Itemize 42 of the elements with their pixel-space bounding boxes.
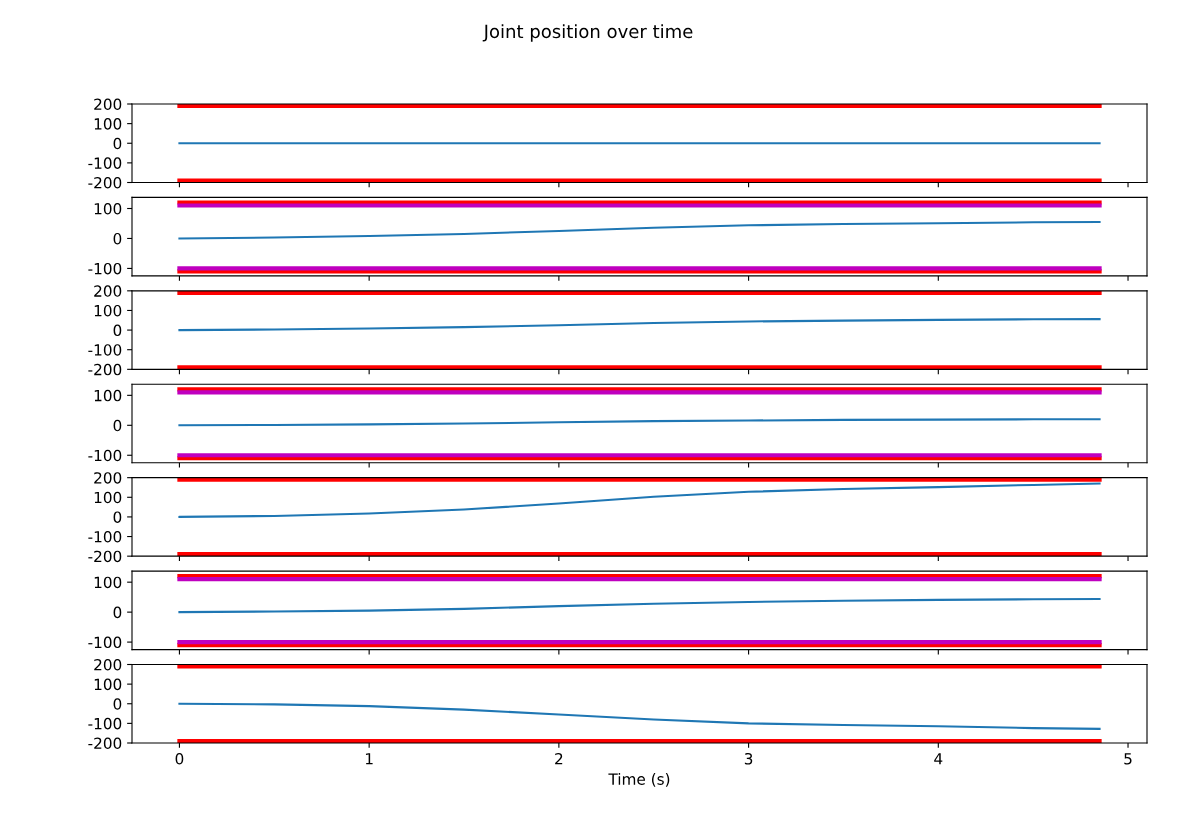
y-tick-label: 200 — [94, 285, 122, 297]
y-tick-label: 100 — [94, 389, 122, 402]
y-tick-label: 100 — [94, 491, 122, 504]
line-series — [178, 220, 1101, 240]
x-axis-title: Time (s) — [608, 773, 670, 787]
x-tick-label: 2 — [555, 752, 563, 765]
y-tick-label: 100 — [94, 304, 122, 317]
y-tick-label: 200 — [94, 98, 122, 111]
y-tick-label: -100 — [88, 262, 122, 275]
y-tick-label: -200 — [88, 176, 122, 189]
y-tick-label: 0 — [113, 419, 122, 432]
x-tick-label: 0 — [175, 752, 184, 765]
x-tick-label: 1 — [365, 753, 373, 765]
line-series — [178, 597, 1101, 614]
x-tick-label: 4 — [934, 753, 943, 765]
y-tick-label: 0 — [113, 511, 122, 523]
y-tick-label: -100 — [88, 449, 122, 462]
y-tick-label: -100 — [88, 344, 122, 356]
y-tick-label: -100 — [88, 157, 122, 169]
y-tick-label: -100 — [88, 636, 122, 649]
y-tick-label: -100 — [88, 531, 122, 543]
y-tick-label: 100 — [94, 678, 122, 691]
y-tick-label: 200 — [94, 658, 122, 671]
y-tick-label: -200 — [88, 550, 122, 563]
y-tick-label: 100 — [94, 576, 122, 589]
line-series — [178, 482, 1101, 518]
x-tick-label: 3 — [744, 752, 753, 765]
y-tick-label: -100 — [88, 717, 122, 730]
y-tick-label: 0 — [113, 606, 122, 619]
y-tick-label: 0 — [113, 137, 122, 150]
y-tick-label: 0 — [113, 324, 122, 337]
y-tick-label: 100 — [94, 118, 122, 130]
x-tick-label: 5 — [1124, 753, 1132, 765]
y-tick-label: 100 — [94, 202, 122, 215]
line-series — [178, 318, 1101, 332]
y-tick-label: 0 — [113, 698, 122, 710]
y-tick-label: -200 — [88, 363, 122, 376]
line-series — [178, 702, 1101, 730]
chart-title: Joint position over time — [482, 24, 693, 42]
y-tick-label: 200 — [94, 472, 122, 484]
y-tick-label: -200 — [88, 737, 122, 750]
y-tick-label: 0 — [113, 232, 122, 245]
